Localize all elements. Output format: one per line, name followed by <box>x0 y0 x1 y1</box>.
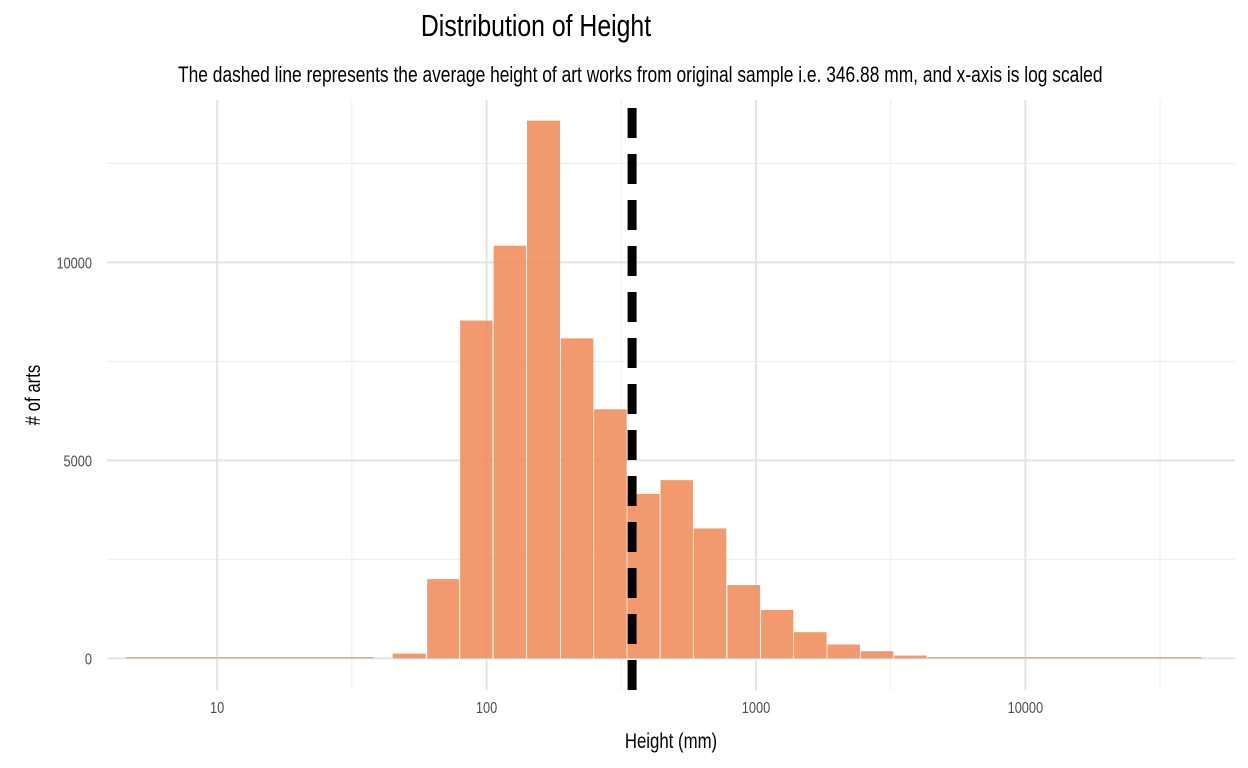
histogram-bar <box>1059 657 1093 659</box>
histogram-bar <box>460 320 493 659</box>
x-tick-label: 100 <box>476 700 497 718</box>
histogram-bar <box>894 655 927 659</box>
histogram-bar <box>280 657 312 659</box>
histogram-bar <box>188 657 219 659</box>
histogram-bar <box>249 657 281 659</box>
histogram-bar <box>1092 657 1127 659</box>
histogram-bar <box>993 657 1027 659</box>
histogram-bar <box>427 579 459 659</box>
histogram-bar <box>342 657 374 659</box>
histogram-bar <box>727 585 761 659</box>
histogram-bar <box>126 657 158 659</box>
histogram-bar <box>1026 657 1060 659</box>
y-tick-label: 5000 <box>64 453 92 471</box>
histogram-bar <box>392 653 426 659</box>
y-tick-label: 10000 <box>56 255 92 273</box>
histogram-bar <box>827 644 860 659</box>
x-axis-title: Height (mm) <box>625 730 717 753</box>
x-tick-label: 10000 <box>1008 700 1044 718</box>
y-axis-title: # of arts <box>22 365 45 426</box>
histogram-bar <box>1126 657 1160 659</box>
chart-title: Distribution of Height <box>420 8 652 43</box>
histogram-bar <box>594 409 627 659</box>
x-tick-label: 10 <box>210 700 224 718</box>
x-tick-label: 1000 <box>742 700 770 718</box>
histogram-bar <box>526 120 561 659</box>
histogram-bar <box>560 338 594 659</box>
histogram-bar <box>660 480 693 659</box>
histogram-bar <box>860 651 894 659</box>
histogram-bar <box>1159 657 1202 659</box>
y-tick-label: 0 <box>85 651 92 669</box>
x-axis-ticks: 10 100 1000 10000 <box>210 700 1043 718</box>
histogram-bar <box>157 657 189 659</box>
histogram-bar <box>794 632 827 659</box>
histogram-bar <box>693 528 727 659</box>
chart-subtitle: The dashed line represents the average h… <box>178 62 1103 87</box>
histogram-bar <box>493 245 527 659</box>
minor-gridlines-x <box>351 100 1161 690</box>
histogram-bars <box>126 120 1202 659</box>
histogram-bar <box>760 610 794 659</box>
histogram-bar <box>927 657 961 659</box>
histogram-bar <box>960 657 994 659</box>
y-axis-ticks: 0 5000 10000 <box>56 255 92 669</box>
histogram-bar <box>311 657 343 659</box>
histogram-bar <box>218 657 250 659</box>
